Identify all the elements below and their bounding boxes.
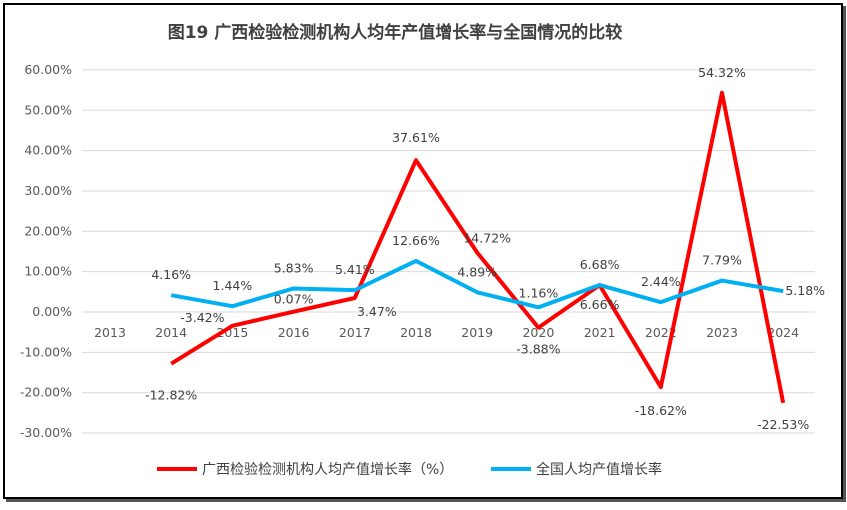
data-label: -3.88% (516, 342, 560, 357)
y-tick-label: 60.00% (24, 62, 72, 77)
x-tick-label: 2022 (645, 325, 677, 340)
x-tick-label: 2017 (339, 325, 371, 340)
y-tick-label: -10.00% (20, 344, 72, 359)
x-tick-label: 2014 (155, 325, 187, 340)
data-label: 4.89% (457, 264, 497, 279)
data-label: 0.07% (274, 292, 314, 307)
series-line-guangxi (170, 90, 786, 404)
y-tick-label: -20.00% (20, 385, 72, 400)
data-label: 4.16% (151, 267, 191, 282)
legend: 广西检验检测机构人均产值增长率（%） 全国人均产值增长率 (157, 461, 662, 478)
data-label: 6.66% (580, 297, 620, 312)
x-tick-label: 2019 (461, 325, 493, 340)
data-label: 5.41% (335, 262, 375, 277)
data-label: -22.53% (757, 417, 809, 432)
y-tick-label: 50.00% (24, 102, 72, 117)
data-label: 5.83% (274, 260, 314, 275)
chart-title: 图19 广西检验检测机构人均年产值增长率与全国情况的比较 (168, 22, 623, 43)
data-label: -18.62% (635, 403, 687, 418)
data-label: -3.42% (180, 310, 224, 325)
legend-label-national: 全国人均产值增长率 (536, 461, 662, 478)
data-label: 12.66% (392, 233, 440, 248)
x-tick-label: 2016 (278, 325, 310, 340)
data-label: 14.72% (463, 231, 511, 246)
chart-frame (3, 3, 843, 499)
x-tick-label: 2013 (94, 325, 126, 340)
x-tick-label: 2020 (522, 325, 554, 340)
data-label: 7.79% (702, 253, 742, 268)
data-label: 3.47% (357, 304, 397, 319)
x-tick-label: 2024 (767, 325, 799, 340)
data-label: 37.61% (392, 130, 440, 145)
x-tick-label: 2023 (706, 325, 738, 340)
y-tick-label: 40.00% (24, 143, 72, 158)
data-label: 2.44% (641, 274, 681, 289)
x-tick-label: 2021 (584, 325, 616, 340)
data-label: 1.44% (213, 278, 253, 293)
y-tick-label: 30.00% (24, 183, 72, 198)
data-label: 54.32% (698, 65, 746, 80)
y-tick-label: -30.00% (20, 425, 72, 440)
y-tick-label: 20.00% (24, 223, 72, 238)
data-label: 5.18% (785, 283, 825, 298)
y-tick-label: 0.00% (32, 304, 72, 319)
data-label: 6.68% (580, 257, 620, 272)
x-tick-label: 2018 (400, 325, 432, 340)
legend-label-guangxi: 广西检验检测机构人均产值增长率（%） (202, 461, 453, 478)
data-label: -12.82% (145, 388, 197, 403)
y-tick-label: 10.00% (24, 264, 72, 279)
data-label: 1.16% (519, 285, 559, 300)
